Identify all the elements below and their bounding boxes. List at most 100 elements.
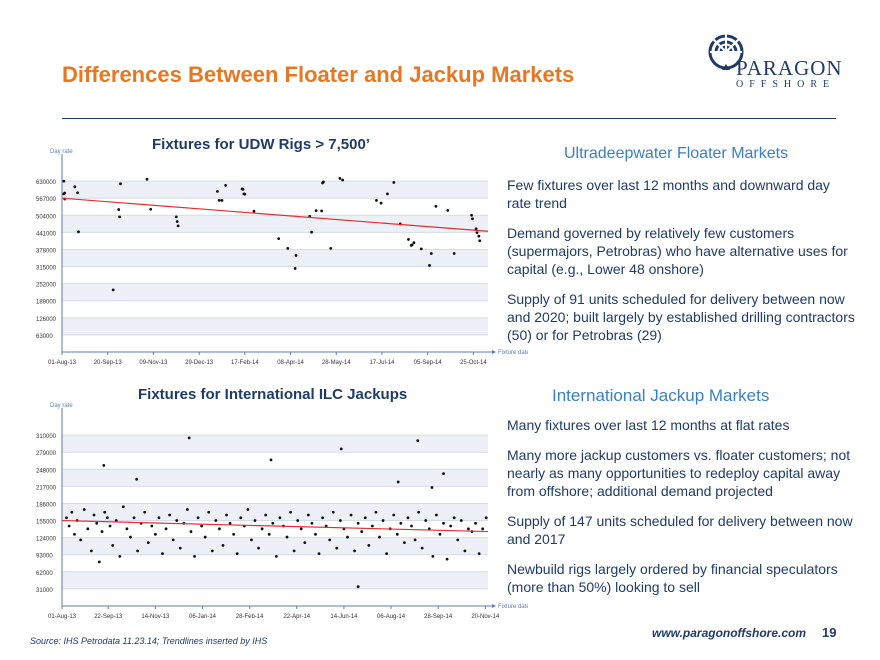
y-tick-label: 567000 <box>36 197 57 203</box>
x-tick-label: 06-Jan-14 <box>189 614 217 620</box>
x-axis-arrow <box>492 350 496 354</box>
floater-bullets: Few fixtures over last 12 months and dow… <box>507 176 857 356</box>
data-point <box>257 546 260 550</box>
data-point <box>121 505 125 509</box>
x-tick-label: 20-Nov-14 <box>471 614 500 620</box>
grid-band <box>62 469 488 487</box>
page-number: 19 <box>822 625 837 640</box>
data-point <box>146 541 150 544</box>
data-point <box>224 184 228 187</box>
data-point <box>310 230 313 234</box>
data-point <box>321 516 324 520</box>
data-point <box>136 549 139 553</box>
data-point <box>338 176 342 180</box>
data-point <box>118 554 122 558</box>
data-point <box>449 524 453 528</box>
jackup-chart-title: Fixtures for International ILC Jackups <box>138 386 408 403</box>
data-point <box>178 546 182 550</box>
floater-bullet: Demand governed by relatively few custom… <box>507 225 848 277</box>
data-point <box>452 516 456 520</box>
data-point <box>296 519 300 522</box>
x-tick-label: 01-Aug-13 <box>48 614 77 620</box>
grid-band <box>62 571 488 589</box>
data-point <box>419 247 423 251</box>
data-point <box>467 527 470 531</box>
data-point <box>375 198 378 202</box>
data-point <box>95 521 99 525</box>
data-point <box>435 513 438 517</box>
x-tick-label: 08-Apr-14 <box>277 360 304 366</box>
data-point <box>428 264 431 267</box>
x-tick-label: 20-Sep-13 <box>94 360 123 366</box>
data-point <box>322 180 325 184</box>
y-tick-label: 630000 <box>36 180 57 186</box>
data-point <box>135 477 139 481</box>
data-point <box>100 530 104 533</box>
data-point <box>474 227 478 231</box>
x-axis-arrow <box>492 604 496 608</box>
data-point <box>62 179 66 183</box>
grid-band <box>62 435 488 453</box>
paragon-logo <box>698 18 848 94</box>
data-point <box>217 198 221 202</box>
data-point <box>445 557 449 561</box>
website-link[interactable]: www.paragonoffshore.com <box>652 626 807 640</box>
y-tick-label: 189000 <box>36 300 57 306</box>
data-point <box>335 546 339 550</box>
data-point <box>452 252 456 255</box>
data-point <box>171 538 175 542</box>
data-point <box>474 521 477 525</box>
x-tick-label: 28-Sep-14 <box>424 614 453 620</box>
data-point <box>232 532 236 536</box>
data-point <box>481 527 485 531</box>
data-point <box>164 527 168 531</box>
grid-band <box>62 317 488 335</box>
jackup-bullet: Many fixtures over last 12 months at fla… <box>507 417 790 433</box>
y-tick-label: 378000 <box>36 248 57 254</box>
data-point <box>285 535 289 539</box>
data-point <box>111 543 115 547</box>
data-point <box>153 532 157 536</box>
data-point <box>407 238 410 241</box>
data-point <box>363 516 367 520</box>
brand-name: PARAGON <box>736 56 843 80</box>
data-point <box>406 516 410 520</box>
grid-band <box>62 283 488 301</box>
shell-icon <box>708 34 744 70</box>
data-point <box>424 519 428 522</box>
data-point <box>196 516 200 520</box>
data-point <box>470 213 473 217</box>
data-point <box>62 192 66 196</box>
brand-subname: OFFSHORE <box>736 79 836 90</box>
data-point <box>381 519 385 522</box>
data-point <box>410 243 414 247</box>
y-tick-label: 252000 <box>36 283 57 289</box>
data-point <box>346 535 349 539</box>
data-point <box>114 519 118 522</box>
y-tick-label: 63000 <box>36 334 53 340</box>
x-tick-label: 28-Feb-14 <box>236 614 264 620</box>
x-tick-label: 06-Aug-14 <box>377 614 406 620</box>
data-point <box>241 187 245 191</box>
data-point <box>76 191 79 195</box>
data-point <box>119 182 122 186</box>
data-point <box>446 208 450 212</box>
y-tick-label: 31000 <box>36 588 53 594</box>
data-point <box>111 288 115 292</box>
data-point <box>477 552 481 556</box>
data-point <box>174 215 178 219</box>
data-point <box>341 178 345 182</box>
data-point <box>271 521 275 525</box>
data-point <box>203 535 207 539</box>
jackup-bullet: Newbuild rigs largely ordered by financi… <box>507 561 838 595</box>
data-point <box>221 543 225 547</box>
data-point <box>149 207 153 211</box>
y-tick-label: 126000 <box>36 317 57 323</box>
grid-band <box>62 181 488 199</box>
data-point <box>132 516 136 520</box>
data-point <box>89 549 93 553</box>
slide-title: Differences Between Floater and Jackup M… <box>62 62 575 87</box>
data-point <box>105 516 109 520</box>
x-tick-label: 28-May-14 <box>322 360 351 366</box>
data-point <box>360 530 364 533</box>
